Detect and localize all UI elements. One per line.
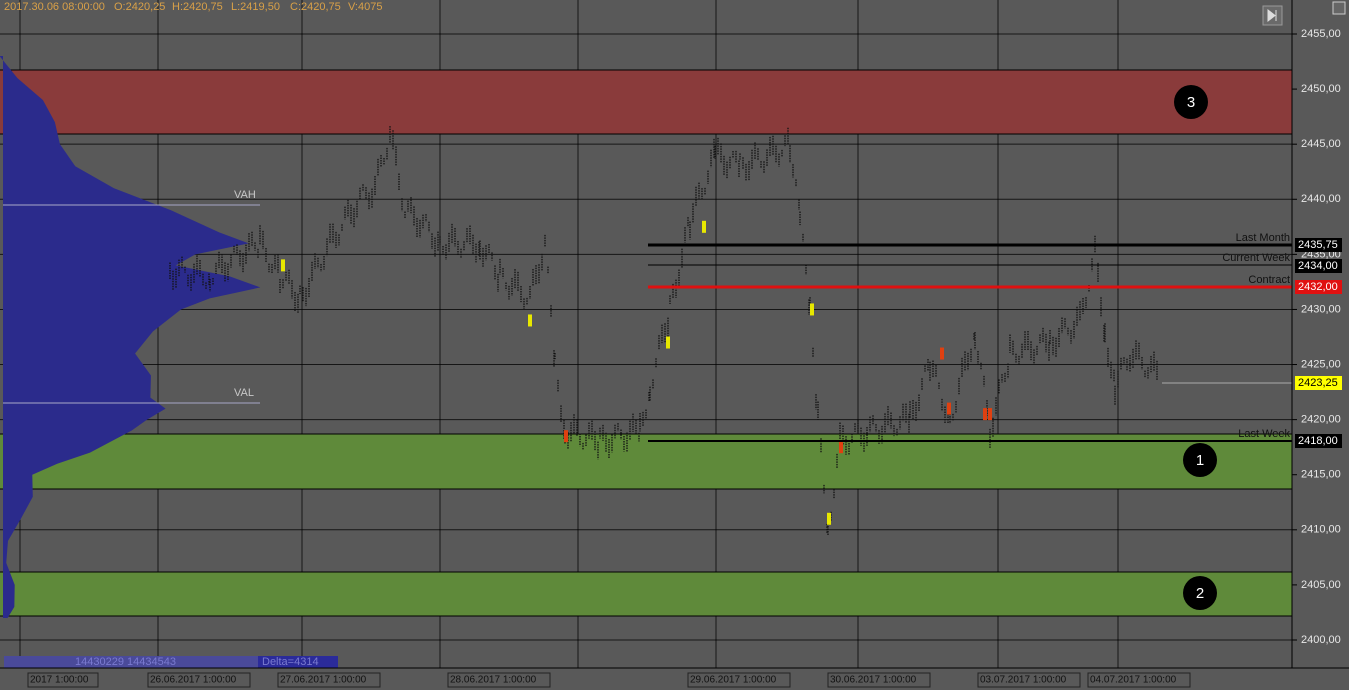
price-label: 2450,00	[1301, 83, 1341, 95]
level-name: Last Month	[1236, 232, 1290, 244]
price-label: 2420,00	[1301, 414, 1341, 426]
profile-volume: 14430229 14434543	[75, 656, 176, 668]
price-label: 2405,00	[1301, 579, 1341, 591]
level-name: Contract	[1248, 274, 1290, 286]
time-label: 04.07.2017 1:00:00	[1090, 675, 1177, 686]
price-label: 2410,00	[1301, 524, 1341, 536]
profile-delta-bar	[258, 656, 338, 668]
time-label: 29.06.2017 1:00:00	[690, 675, 777, 686]
time-label-box	[687, 672, 791, 688]
time-label: 2017 1:00:00	[30, 675, 89, 686]
volume-profile	[0, 56, 261, 618]
volume-highlight	[947, 402, 951, 415]
time-label: 27.06.2017 1:00:00	[280, 675, 367, 686]
current-price-tag	[1295, 376, 1342, 390]
scroll-end-icon	[1267, 8, 1277, 23]
time-axis-labels: 2017 1:00:00 26.06.2017 1:00:00 27.06.2017…	[27, 672, 1191, 688]
level-tag	[1295, 259, 1342, 273]
zone-badge	[1183, 576, 1217, 610]
resistance-zone	[0, 70, 1292, 134]
level-tag-text: 2432,00	[1298, 281, 1338, 293]
settings-button[interactable]	[1332, 1, 1346, 15]
price-label: 2445,00	[1301, 138, 1341, 150]
level-tag-text: 2434,00	[1298, 260, 1338, 272]
support-zone	[0, 434, 1292, 489]
volume-highlight	[528, 314, 532, 327]
bar-time: 2017.30.06 08:00:00	[4, 1, 105, 13]
level-tag	[1295, 280, 1342, 294]
volume-highlight	[810, 303, 814, 316]
volume-highlight	[839, 441, 843, 454]
zone-badge	[1174, 85, 1208, 119]
time-label: 30.06.2017 1:00:00	[830, 675, 917, 686]
time-label-box	[277, 672, 381, 688]
time-label-box	[447, 672, 551, 688]
time-label: 28.06.2017 1:00:00	[450, 675, 537, 686]
time-label-box	[1087, 672, 1191, 688]
price-label: 2430,00	[1301, 303, 1341, 315]
price-label: 2435,00	[1301, 248, 1341, 260]
zone-badge-text: 3	[1187, 94, 1195, 111]
vah-label: VAH	[234, 189, 256, 201]
level-name: Current Week	[1222, 252, 1290, 264]
bar-open: O:2420,25	[114, 1, 165, 13]
price-label: 2415,00	[1301, 469, 1341, 481]
val-label: VAL	[234, 387, 254, 399]
level-tag-text: 2435,75	[1298, 239, 1338, 251]
level-name: Last Week	[1238, 428, 1290, 440]
price-label: 2440,00	[1301, 193, 1341, 205]
price-bars	[169, 126, 1158, 536]
level-tag-text: 2418,00	[1298, 435, 1338, 447]
level-tag	[1295, 238, 1342, 252]
profile-volume-bar	[4, 656, 260, 668]
volume-highlight	[666, 336, 670, 349]
current-price-text: 2423,25	[1298, 377, 1338, 389]
time-label: 03.07.2017 1:00:00	[980, 675, 1067, 686]
volume-highlight	[983, 408, 987, 421]
time-label-box	[977, 672, 1081, 688]
bar-close: C:2420,75	[290, 1, 341, 13]
volume-highlight	[564, 430, 568, 443]
support-zone	[0, 572, 1292, 616]
price-axis-labels: 2455,00 2450,00 2445,00 2440,00 2435,00 2430,…	[1292, 28, 1341, 646]
profile-delta: Delta=4314	[262, 656, 319, 668]
bar-volume: V:4075	[348, 1, 382, 13]
volume-highlight	[827, 512, 831, 525]
price-label: 2400,00	[1301, 634, 1341, 646]
time-label: 26.06.2017 1:00:00	[150, 675, 237, 686]
bar-high: H:2420,75	[172, 1, 223, 13]
level-tag	[1295, 434, 1342, 448]
volume-highlight	[281, 259, 285, 272]
volume-highlight	[940, 347, 944, 360]
volume-highlight	[988, 408, 992, 421]
volume-highlight	[702, 220, 706, 233]
zone-badge	[1183, 443, 1217, 477]
time-label-box	[27, 672, 99, 688]
price-label: 2455,00	[1301, 28, 1341, 40]
zone-badge-text: 2	[1196, 585, 1204, 602]
time-label-box	[147, 672, 251, 688]
price-axis	[1292, 0, 1349, 690]
zone-badge-text: 1	[1196, 452, 1204, 469]
price-label: 2425,00	[1301, 358, 1341, 370]
time-label-box	[827, 672, 931, 688]
bar-low: L:2419,50	[231, 1, 280, 13]
